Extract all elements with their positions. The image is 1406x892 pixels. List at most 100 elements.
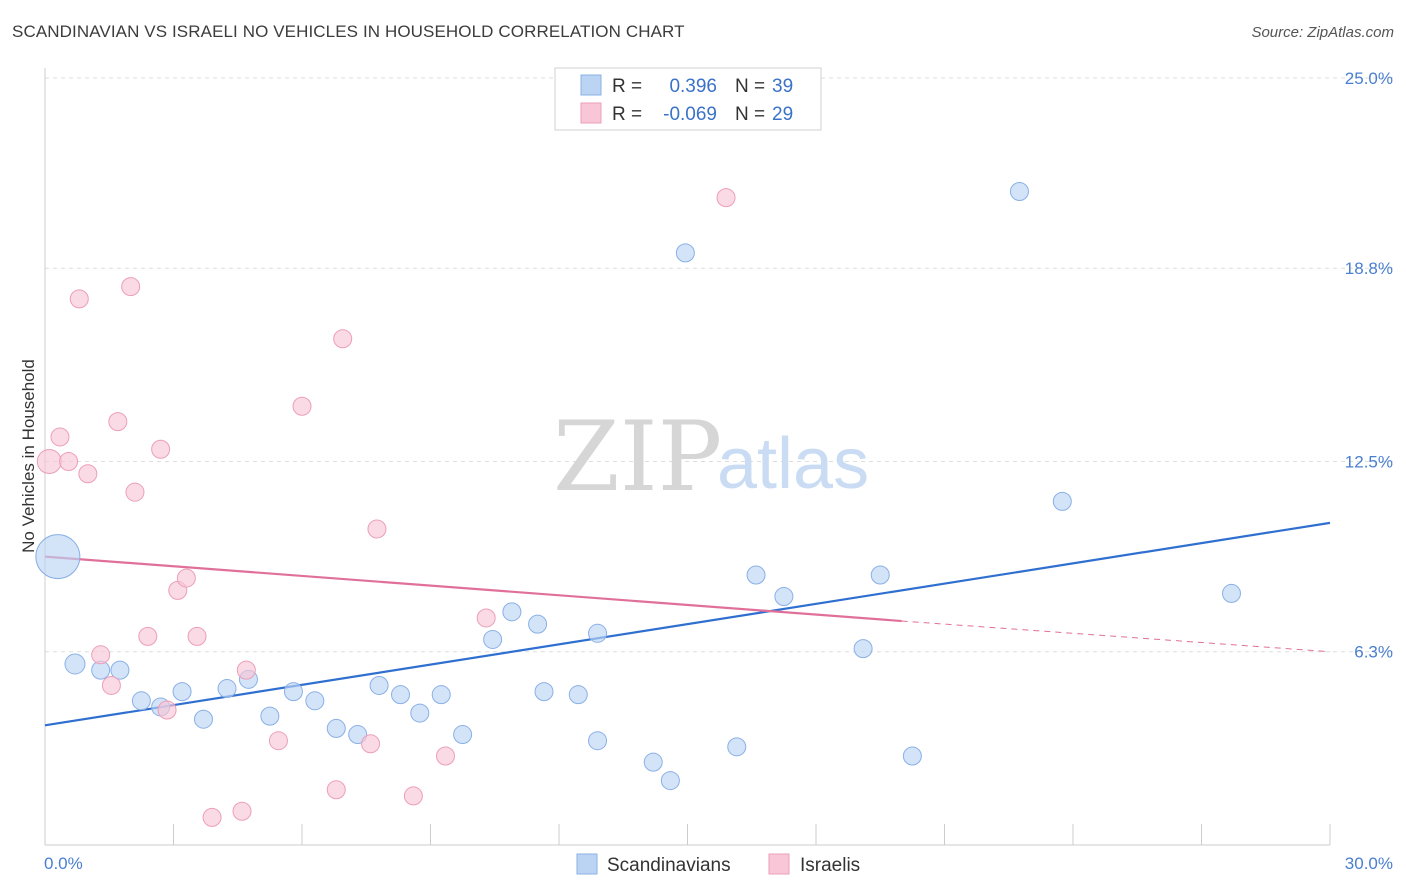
israeli-point-11: [151, 439, 171, 459]
scandinavian-point-29: [675, 243, 695, 263]
scandinavian-point-22: [528, 614, 548, 634]
israeli-point-8: [121, 277, 141, 297]
legend-n-value-1: 29: [772, 104, 793, 125]
scandinavian-point-18: [431, 685, 451, 705]
series-legend-swatch-scandinavians: [576, 853, 598, 875]
trend-lines: [44, 521, 1331, 727]
scandinavian-point-24: [568, 685, 588, 705]
y-tick-label-3: 25.0%: [1345, 69, 1393, 88]
scandinavian-point-15: [369, 675, 389, 695]
scandinavian-point-20: [483, 629, 503, 649]
israeli-point-22: [333, 329, 353, 349]
scandinavian-point-17: [410, 703, 430, 723]
series-legend-label-israelis: Israelis: [800, 855, 860, 876]
israeli-point-7: [108, 412, 128, 432]
scandinavian-point-27: [643, 752, 663, 772]
israeli-point-24: [367, 519, 387, 539]
correlation-legend: R = 0.396 N = 39 R = -0.069 N = 29: [554, 67, 822, 131]
israeli-point-16: [202, 807, 222, 827]
scandinavian-point-7: [193, 709, 213, 729]
israeli-point-10: [138, 626, 158, 646]
scandinavian-point-36: [1009, 182, 1029, 202]
israeli-point-20: [292, 396, 312, 416]
scandinavian-point-26: [588, 623, 608, 643]
data-points: [35, 182, 1241, 827]
scandinavian-point-16: [391, 685, 411, 705]
y-tick-label-1: 12.5%: [1345, 453, 1393, 472]
israeli-point-6: [101, 675, 121, 695]
scandinavian-point-31: [746, 565, 766, 585]
scandinavian-point-30: [727, 737, 747, 757]
scandinavian-point-38: [1221, 583, 1241, 603]
scandinavian-point-0: [35, 534, 81, 580]
israeli-point-28: [716, 188, 736, 208]
scandinavian-point-21: [502, 602, 522, 622]
trend-line-scandinavians: [44, 521, 1331, 727]
series-legend-swatch-israelis: [768, 853, 790, 875]
scandinavian-point-35: [902, 746, 922, 766]
scandinavian-point-33: [853, 639, 873, 659]
israeli-point-1: [50, 427, 70, 447]
israeli-point-18: [236, 660, 256, 680]
watermark-atlas: atlas: [717, 424, 869, 504]
israeli-point-12: [157, 700, 177, 720]
scandinavian-point-3: [110, 660, 130, 680]
israeli-point-0: [36, 449, 62, 474]
scandinavian-point-23: [534, 682, 554, 702]
israeli-point-15: [187, 626, 207, 646]
y-axis-title: No Vehicles in Household: [19, 359, 38, 553]
x-tick-label-0: 0.0%: [44, 854, 83, 873]
scandinavian-point-37: [1052, 491, 1072, 511]
scandinavian-point-11: [283, 682, 303, 702]
israeli-point-19: [268, 731, 288, 751]
israeli-point-17: [232, 801, 252, 821]
legend-r-value-1: -0.069: [663, 104, 717, 125]
scandinavian-point-34: [870, 565, 890, 585]
legend-r-label-0: R =: [612, 76, 642, 97]
watermark: ZIP atlas: [553, 401, 869, 513]
israeli-point-21: [326, 780, 346, 800]
israeli-point-5: [91, 645, 111, 665]
legend-swatch-israelis: [580, 102, 602, 124]
scandinavian-point-19: [453, 725, 473, 745]
y-tick-label-2: 18.8%: [1345, 259, 1393, 278]
israeli-point-3: [69, 289, 89, 309]
y-tick-label-0: 6.3%: [1354, 643, 1393, 662]
x-tick-label-1: 30.0%: [1345, 854, 1393, 873]
israeli-point-23: [361, 734, 381, 754]
tick-labels: 6.3% 12.5% 18.8% 25.0% 0.0% 30.0%: [44, 69, 1393, 873]
chart-title: SCANDINAVIAN VS ISRAELI NO VEHICLES IN H…: [12, 22, 685, 41]
legend-n-label-1: N =: [735, 104, 765, 125]
scandinavian-point-12: [305, 691, 325, 711]
scandinavian-point-8: [217, 679, 237, 699]
legend-swatch-scandinavians: [580, 74, 602, 96]
legend-r-label-1: R =: [612, 104, 642, 125]
legend-r-value-0: 0.396: [669, 76, 717, 97]
israeli-point-27: [476, 608, 496, 628]
scandinavian-point-10: [260, 706, 280, 726]
legend-n-label-0: N =: [735, 76, 765, 97]
series-legend: Scandinavians Israelis: [576, 853, 860, 876]
scandinavian-point-28: [660, 771, 680, 791]
trend-line-israelis: [44, 555, 902, 623]
israeli-point-9: [125, 482, 145, 502]
watermark-zip: ZIP: [553, 401, 722, 513]
israeli-point-4: [78, 464, 98, 484]
source-label: Source: ZipAtlas.com: [1251, 24, 1394, 41]
scandinavian-point-13: [326, 718, 346, 738]
scandinavian-point-4: [131, 691, 151, 711]
trend-line-israelis-extension: [901, 620, 1331, 653]
israeli-point-14: [176, 568, 196, 588]
scandinavian-point-6: [172, 682, 192, 702]
series-legend-label-scandinavians: Scandinavians: [607, 855, 731, 876]
scandinavian-point-14: [348, 725, 368, 745]
israeli-point-26: [435, 746, 455, 766]
israeli-point-25: [403, 786, 423, 806]
israeli-point-2: [59, 452, 79, 471]
gridlines: [45, 77, 1393, 653]
scandinavian-point-32: [774, 586, 794, 606]
scandinavian-point-1: [64, 653, 86, 675]
legend-n-value-0: 39: [772, 76, 793, 97]
scandinavian-point-25: [588, 731, 608, 751]
